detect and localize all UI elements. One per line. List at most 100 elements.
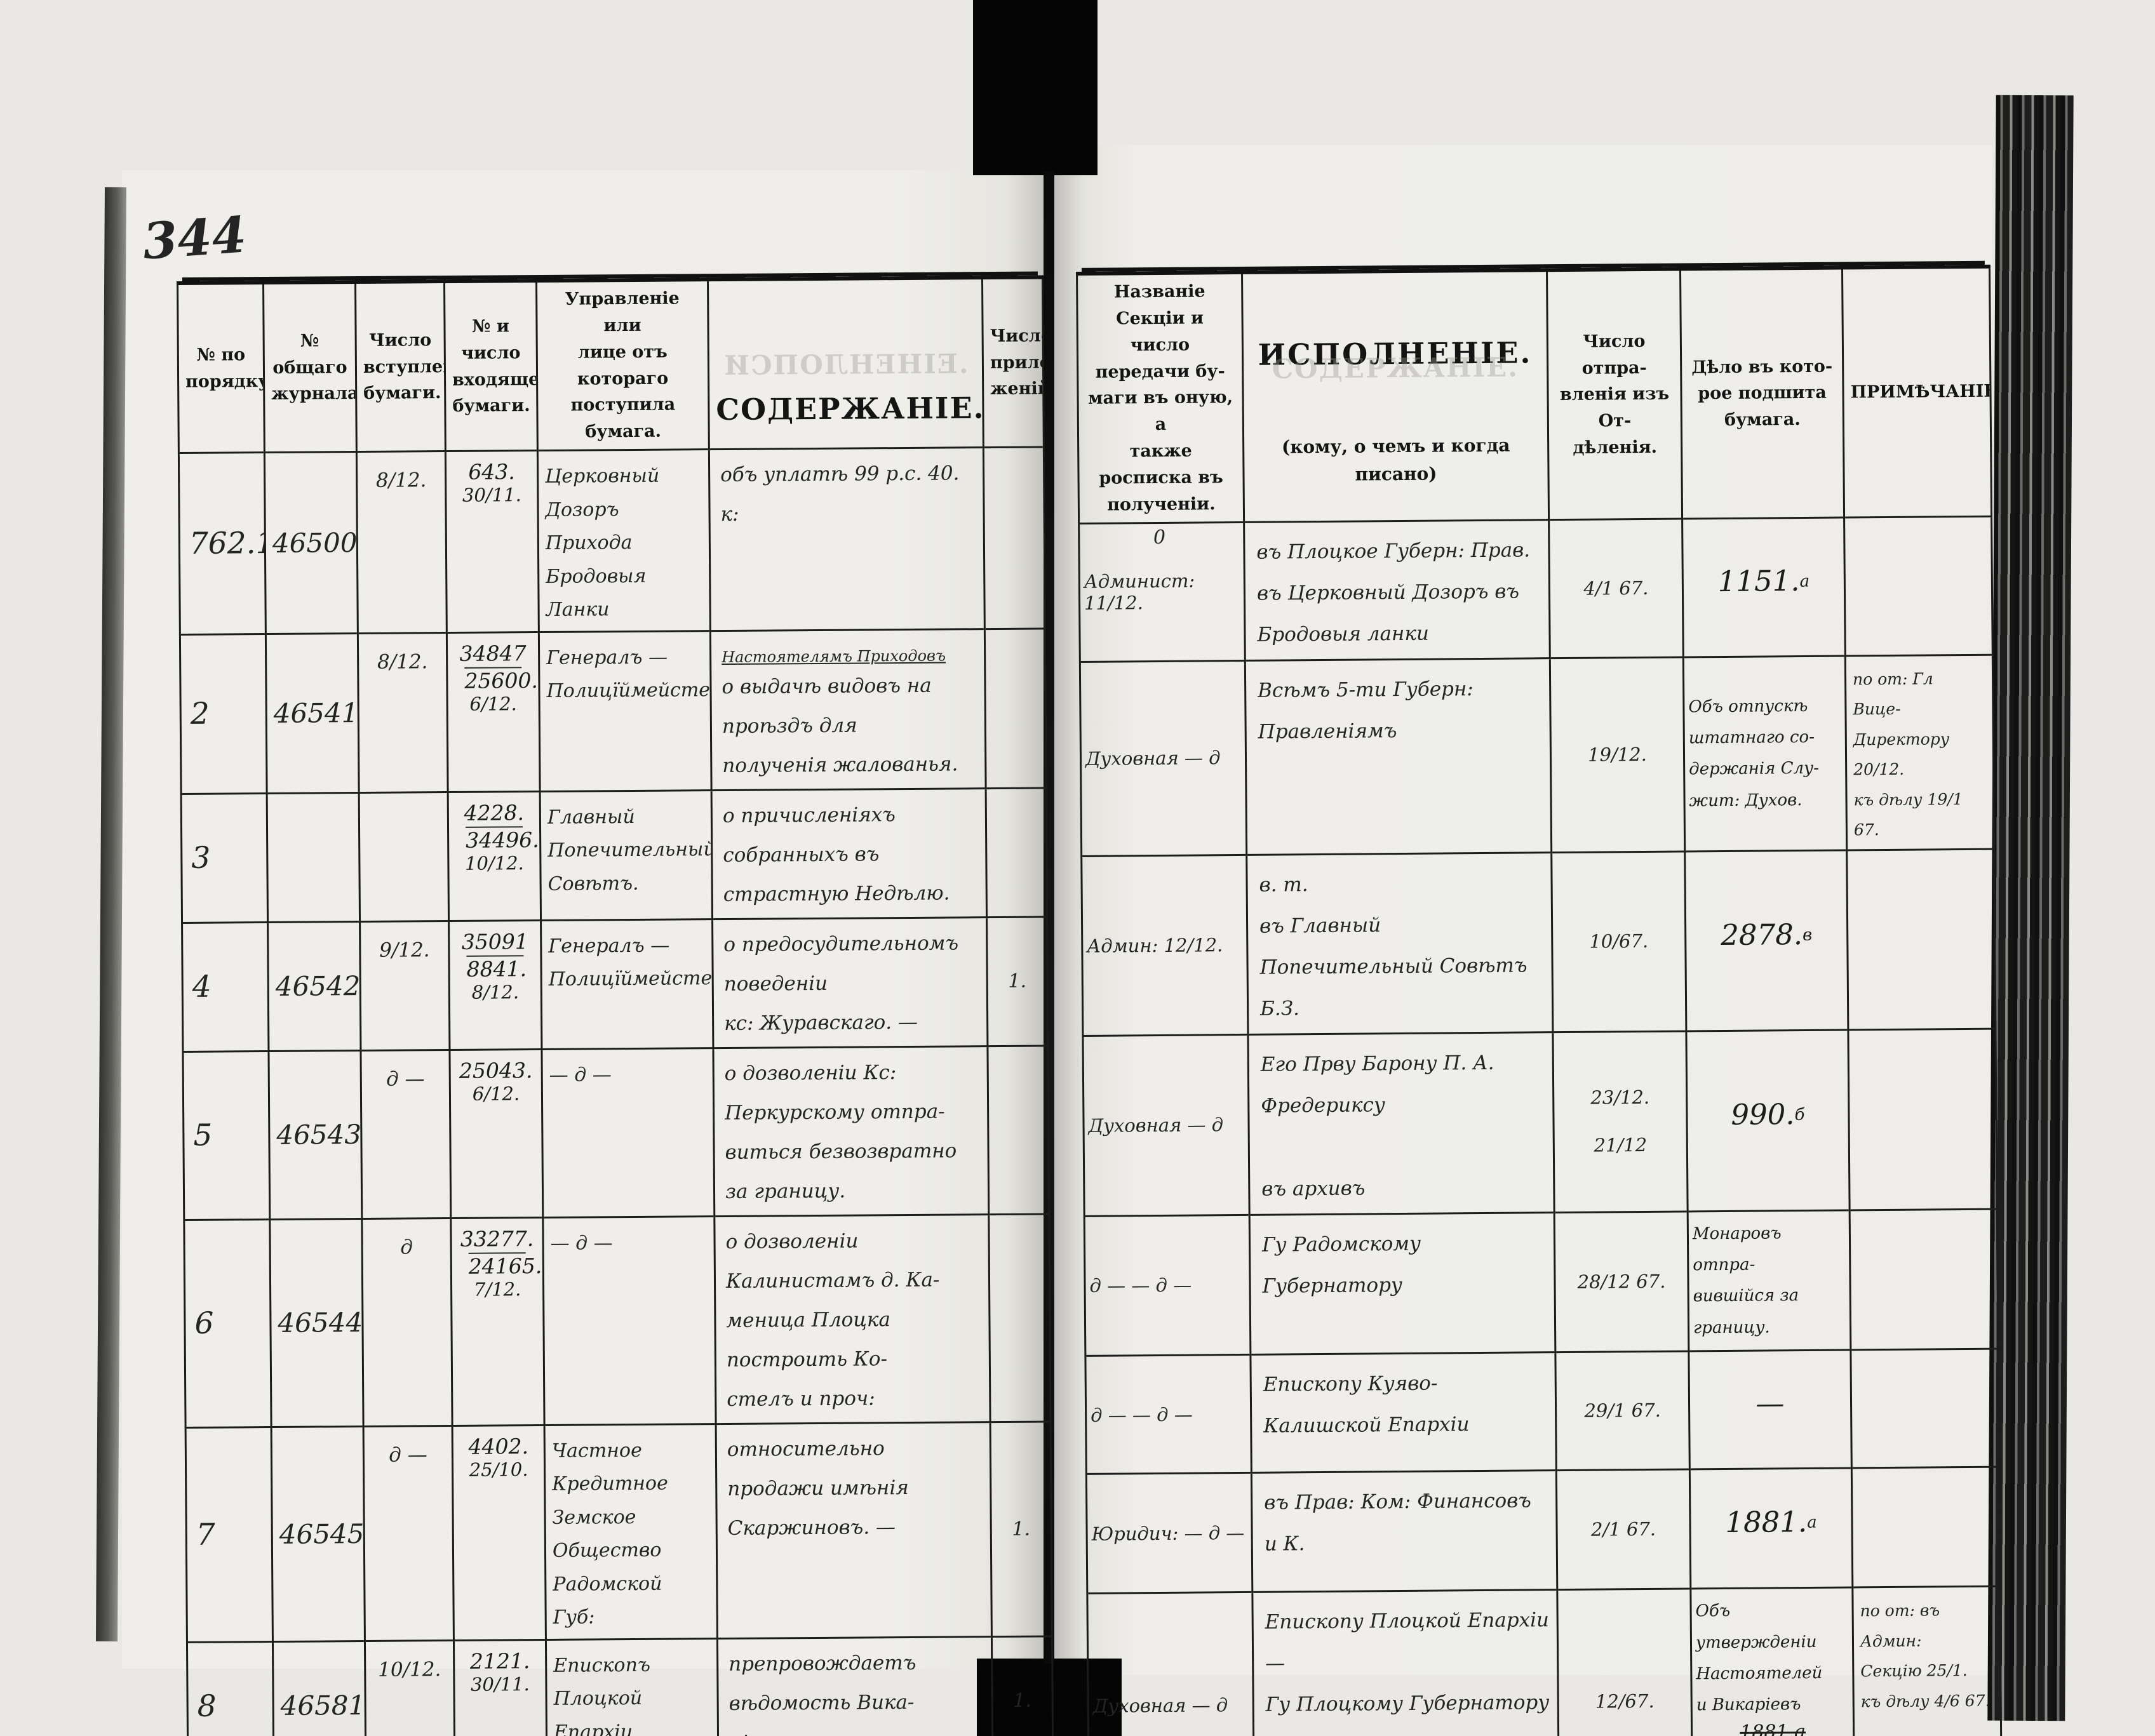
incoming-no: 34847 25600. 6/12. — [446, 632, 540, 792]
right-page-fold-shadow — [1054, 145, 1084, 1675]
entry-date: д — [361, 1218, 453, 1427]
left-header-row: № по порядку. № общаго журнала. Число вс… — [177, 277, 1044, 453]
journal-no — [267, 792, 360, 923]
execution: в. т. въ Главный Попечительный Совѣтъ Б.… — [1246, 852, 1553, 1035]
section: Духовная — д — [1082, 1034, 1250, 1217]
col-header-dispatch-date: Число отпра- вленія изъ От- дѣленія. — [1547, 269, 1682, 520]
table-row: 3 4228. 34496. 10/12. Главный Попечительны… — [181, 787, 1047, 923]
entry-date: 10/12. — [365, 1640, 455, 1736]
attachments-count: 1. — [990, 1421, 1052, 1637]
incoming-no: 2121. 30/11. — [453, 1639, 547, 1736]
dispatch-date: 4/1 67. — [1548, 518, 1684, 658]
page-fold-gap — [1044, 171, 1054, 1664]
table-row: 4 46542. 9/12. 35091 8841. 8/12. Генералъ … — [182, 916, 1048, 1052]
table-row: 5 46543. д — 25043. 6/12. — д — о дозволе… — [182, 1045, 1049, 1220]
col-header-execution: СОДЕРЖАНІЕ. ИСПОЛНЕНІЕ. (кому, о чемъ и … — [1242, 270, 1549, 523]
note — [1844, 516, 1993, 656]
attachments-count — [986, 787, 1047, 918]
note — [1850, 1349, 1999, 1469]
table-row: д — — д — Епископу Куяво- Калишской Епар… — [1085, 1349, 1999, 1474]
incoming-no: 4402. 25/10. — [452, 1425, 546, 1641]
execution: Гу Радомскому Губернатору — [1249, 1212, 1555, 1355]
left-page — [122, 170, 1044, 1669]
table-row: Духовная — д Всѣмъ 5-ти Губерн: Правлені… — [1080, 655, 1994, 857]
execution: Всѣмъ 5-ти Губерн: Правленіямъ — [1245, 658, 1552, 855]
source: Генералъ — Полицїймейстеръ — [540, 919, 713, 1050]
order-no: 7 — [185, 1427, 273, 1642]
order-no: 4 — [182, 922, 269, 1052]
content: о предосудительномъ поведеніи кс: Журавс… — [712, 917, 988, 1048]
order-no: 2 — [180, 634, 267, 794]
journal-no: 46543. — [268, 1050, 362, 1220]
order-no: 8 — [187, 1641, 274, 1736]
order-no: 5 — [182, 1051, 270, 1220]
entry-date: д — — [360, 1050, 451, 1219]
section: 0 Админист: 11/12. — [1078, 522, 1245, 662]
right-header-row: Названіе Секціи и число передачи бу- маг… — [1077, 266, 1992, 524]
note — [1848, 1029, 1997, 1210]
journal-no: 46581. — [272, 1641, 366, 1736]
section: д — — д — — [1084, 1215, 1251, 1356]
execution: Епископу Плоцкой Епархіи — Гу Плоцкому Г… — [1252, 1589, 1559, 1736]
table-row: 762.1 46500. 8/12. 643. 30/11. Церковный … — [178, 447, 1045, 635]
note: по от: Гл Вице- Директору 20/12. къ дѣлу… — [1845, 655, 1994, 850]
table-row: д — — д — Гу Радомскому Губернатору 28/1… — [1084, 1208, 1998, 1356]
journal-no: 46500. — [264, 451, 358, 634]
right-page — [1054, 145, 1992, 1675]
attachments-count: 1. — [991, 1636, 1053, 1736]
content: относительно продажи имѣнія Скаржиновъ. … — [716, 1422, 992, 1639]
dispatch-date: 10/67. — [1551, 851, 1686, 1032]
folio-number: 344 — [141, 206, 248, 271]
dispatch-date: 23/12. 21/12 — [1552, 1031, 1688, 1213]
section-mark: 0 — [1153, 526, 1166, 549]
col-header-incoming: № и число входящей бумаги. — [444, 281, 538, 451]
journal-no: 46544. — [269, 1219, 364, 1427]
source: Церковный Дозоръ Прихода Бродовыя Ланки — [537, 449, 711, 632]
dispatch-date: 12/67. — [1557, 1589, 1693, 1736]
execution: въ Плоцкое Губерн: Прав. въ Церковный До… — [1244, 519, 1550, 661]
dispatch-date: 19/12. — [1550, 657, 1685, 853]
file-ref: Объ отпускѣ штатнаго со- держанія Слу- ж… — [1683, 655, 1847, 851]
content: Настоятелямъ Приходовъ о выдачѣ видовъ на… — [710, 629, 986, 791]
section: Юридич: — д — — [1086, 1472, 1252, 1594]
file-ref: 1151.а — [1682, 517, 1846, 657]
file-ref: Объ утвержденіи Настоятелей и Викаріевъ 1… — [1690, 1587, 1855, 1736]
book-binding-edge — [1987, 95, 2074, 1721]
entry-date — [359, 792, 449, 922]
source: — д — — [542, 1216, 716, 1426]
incoming-no: 25043. 6/12. — [449, 1049, 543, 1219]
execution: въ Прав: Ком: Финансовъ и К. — [1251, 1470, 1557, 1592]
table-row: 0 Админист: 11/12. въ Плоцкое Губерн: Пра… — [1078, 516, 1993, 662]
table-row: 8 46581. 10/12. 2121. 30/11. Епископъ Пло… — [187, 1636, 1053, 1736]
attachments-count — [983, 447, 1045, 629]
journal-no: 46542. — [267, 921, 361, 1052]
table-row: Духовная — д Его Прву Барону П. А. Фреде… — [1082, 1029, 1997, 1217]
content: препровождаетъ вѣдомость Вика- ріатамъ. … — [717, 1636, 993, 1736]
attachments-count — [987, 1045, 1049, 1215]
scanner-clamp-top — [973, 0, 1098, 175]
col-header-section: Названіе Секціи и число передачи бу- маг… — [1077, 272, 1244, 524]
order-no: 6 — [184, 1219, 272, 1428]
show-through-ghost-text: .ЕІНЕНЛОПСИ — [723, 348, 969, 381]
register-table-left: № по порядку. № общаго журнала. Число вс… — [177, 275, 1056, 1736]
section: Духовная — д — [1087, 1592, 1254, 1736]
register-table-right: Названіе Секціи и число передачи бу- маг… — [1076, 264, 2005, 1736]
scanner-clamp-bottom — [977, 1659, 1122, 1736]
content: о дозволеніи Кс: Перкурскому отпра- вить… — [713, 1046, 989, 1217]
entry-date: 8/12. — [358, 632, 448, 793]
entry-date: 8/12. — [356, 451, 447, 634]
content: о причисленіяхъ собранныхъ въ страстную … — [711, 788, 987, 919]
content: объ уплатѣ 99 р.с. 40. к: — [709, 447, 985, 631]
note: по от: въ Админ: Секцію 25/1. къ дѣлу 4/… — [1852, 1586, 2002, 1736]
section: д — — д — — [1085, 1354, 1252, 1474]
col-header-file: Дѣло въ кото- рое подшита бумага. — [1680, 267, 1844, 519]
col-header-entry-date: Число вступленія бумаги. — [355, 281, 446, 452]
col-header-journal-no: № общаго журнала. — [263, 282, 357, 453]
incoming-no: 35091 8841. 8/12. — [448, 920, 542, 1050]
execution: Епископу Куяво- Калишской Епархіи — [1250, 1352, 1557, 1473]
table-row: Админ: 12/12. в. т. въ Главный Попечител… — [1081, 849, 1996, 1036]
col-header-source: Управленіе или лице отъ котораго поступи… — [536, 279, 709, 451]
file-ref: — — [1688, 1350, 1852, 1470]
file-ref: Монаровъ отпра- вившійся за границу. — [1688, 1210, 1851, 1352]
